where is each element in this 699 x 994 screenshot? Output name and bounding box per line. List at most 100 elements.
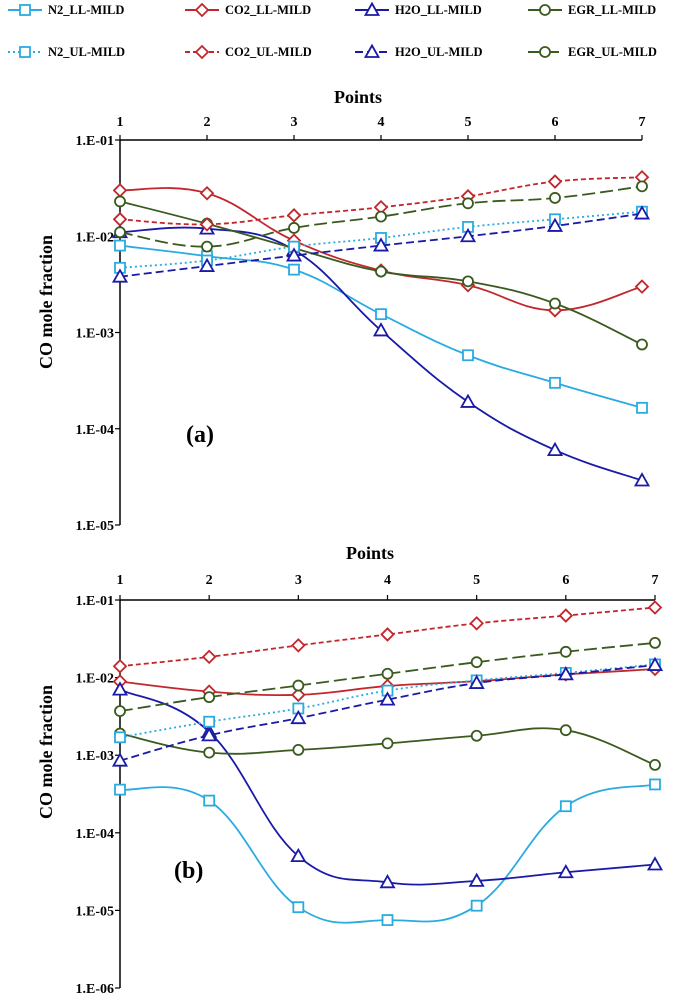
x-tick-label: 7 [652, 573, 659, 588]
legend-label: EGR_UL-MILD [568, 45, 657, 59]
data-point [646, 856, 664, 871]
x-tick-label: 7 [639, 115, 646, 130]
data-point [292, 679, 305, 692]
legend-marker [539, 4, 551, 16]
legend: N2_LL-MILD CO2_LL-MILD H2O_LL-MILD EGR_LL-M… [8, 1, 657, 60]
data-point [288, 222, 300, 234]
data-point [636, 401, 648, 414]
data-point [647, 600, 663, 615]
x-tick-label: 2 [206, 573, 213, 588]
legend-marker [194, 2, 210, 18]
data-point [462, 197, 474, 210]
legend-label: EGR_LL-MILD [568, 3, 656, 17]
data-point [379, 691, 396, 706]
panel-b-label: (b) [174, 858, 203, 884]
data-point [559, 645, 572, 658]
data-point [112, 658, 128, 674]
data-point [290, 847, 307, 863]
x-tick-label: 3 [295, 573, 302, 588]
data-point [288, 263, 300, 276]
legend-label: CO2_UL-MILD [225, 45, 312, 59]
data-point [468, 674, 485, 689]
data-point [375, 308, 387, 321]
data-point [111, 681, 129, 696]
panel-b-x-axis-title: Points [346, 543, 394, 563]
legend-entry-n2_ll-mild: N2_LL-MILD [8, 3, 124, 17]
legend-entry-h2o_ll-mild: H2O_LL-MILD [355, 1, 482, 17]
data-point [559, 724, 572, 737]
legend-marker [363, 43, 381, 58]
data-point [114, 195, 126, 208]
x-tick-label: 5 [465, 115, 472, 130]
series-line [119, 783, 656, 924]
legend-entry-co2_ul-mild: CO2_UL-MILD [185, 44, 312, 60]
series-h2o_ul-mild [111, 656, 664, 767]
y-tick-label: 1.E-02 [76, 672, 115, 687]
legend-entry-h2o_ul-mild: H2O_UL-MILD [355, 43, 483, 59]
panel-a-label: (a) [186, 422, 214, 448]
data-point [292, 901, 305, 914]
data-point [469, 616, 484, 631]
data-point [201, 727, 218, 742]
data-point [112, 183, 128, 198]
data-point [111, 268, 129, 283]
data-point [470, 729, 483, 742]
data-point [201, 649, 217, 665]
y-tick-label: 1.E-04 [76, 827, 115, 842]
data-point [291, 687, 306, 703]
data-point [199, 185, 215, 201]
data-point [112, 212, 128, 227]
panel-a-y-axis-title: CO mole fraction [36, 235, 56, 369]
x-tick-label: 2 [204, 115, 211, 130]
data-point [459, 393, 477, 408]
data-point [114, 731, 126, 744]
data-point [291, 638, 306, 653]
series-co2_ul-mild [112, 169, 650, 232]
x-tick-label: 4 [384, 573, 391, 588]
series-egr_ul-mild [114, 637, 661, 718]
data-point [459, 227, 477, 243]
data-point [201, 240, 213, 253]
data-point [549, 192, 561, 204]
y-tick-label: 1.E-05 [76, 904, 115, 919]
series-n2_ll-mild [114, 778, 661, 926]
x-tick-label: 6 [562, 573, 569, 588]
data-point [633, 472, 651, 487]
legend-entry-egr_ul-mild: EGR_UL-MILD [528, 45, 657, 59]
data-point [381, 737, 394, 750]
series-co2_ul-mild [112, 600, 663, 674]
legend-entry-n2_ul-mild: N2_UL-MILD [8, 45, 125, 59]
legend-label: CO2_LL-MILD [225, 3, 311, 17]
y-tick-label: 1.E-02 [76, 230, 115, 245]
data-point [559, 800, 572, 813]
legend-entry-co2_ll-mild: CO2_LL-MILD [185, 2, 311, 18]
data-point [549, 297, 561, 310]
x-tick-label: 1 [117, 573, 124, 588]
data-point [646, 656, 664, 671]
data-point [381, 667, 394, 680]
data-point [557, 863, 574, 879]
y-tick-label: 1.E-01 [76, 594, 115, 609]
data-point [375, 265, 387, 278]
x-tick-label: 3 [291, 115, 298, 130]
data-point [372, 237, 390, 252]
y-tick-label: 1.E-03 [76, 327, 115, 342]
data-point [470, 899, 483, 912]
data-point [114, 239, 126, 252]
y-tick-label: 1.E-03 [76, 749, 115, 764]
data-point [649, 637, 661, 649]
legend-label: N2_LL-MILD [48, 3, 124, 17]
data-point [286, 208, 302, 223]
y-tick-label: 1.E-05 [76, 519, 115, 534]
legend-marker [363, 1, 381, 16]
legend-marker [19, 46, 31, 58]
x-tick-label: 5 [473, 573, 480, 588]
data-point [633, 205, 651, 220]
legend-label: H2O_LL-MILD [395, 3, 482, 17]
data-point [203, 715, 216, 728]
data-point [546, 217, 564, 232]
data-point [203, 691, 216, 704]
data-point [292, 744, 305, 756]
data-point [285, 247, 303, 262]
